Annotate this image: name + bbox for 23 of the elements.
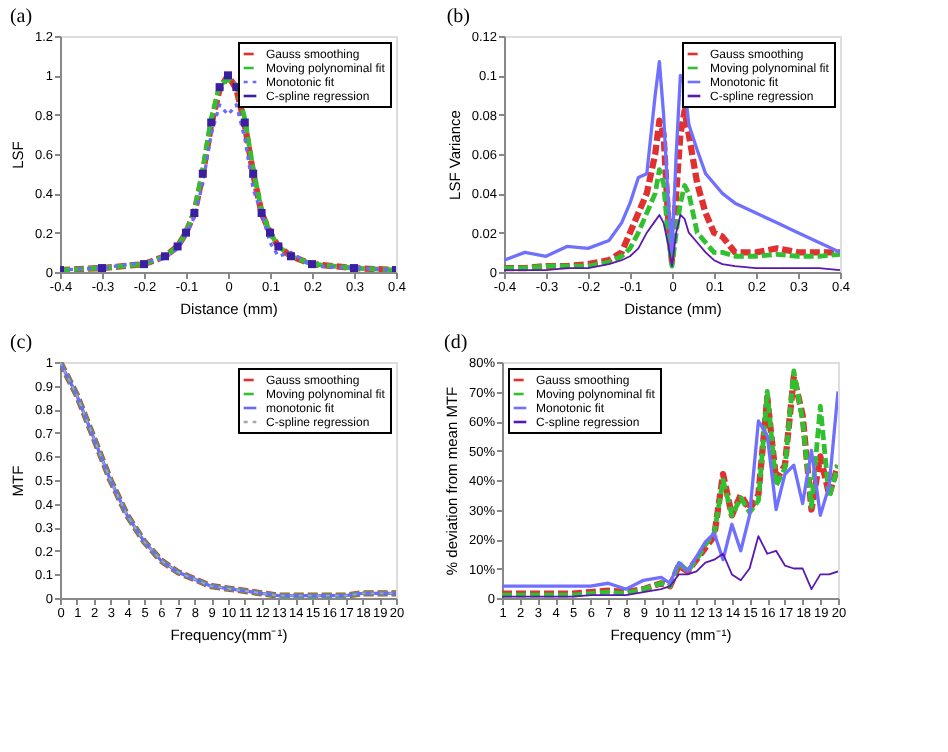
point xyxy=(173,242,182,251)
point xyxy=(140,260,148,269)
chart-title: (d) xyxy=(443,332,468,354)
chart-title: (b) xyxy=(446,6,471,28)
point xyxy=(215,83,224,92)
point xyxy=(182,228,190,237)
point xyxy=(287,252,295,261)
point xyxy=(224,71,232,80)
point xyxy=(308,260,316,269)
point xyxy=(190,209,199,217)
point xyxy=(249,169,258,178)
point xyxy=(198,169,207,178)
chart-title: (a) xyxy=(9,6,33,28)
point xyxy=(257,209,266,217)
point xyxy=(161,252,169,261)
point xyxy=(240,118,249,127)
point xyxy=(98,264,106,272)
point xyxy=(350,264,358,272)
chart-title: (c) xyxy=(9,332,33,354)
point xyxy=(207,118,216,127)
line-series xyxy=(504,59,840,262)
point xyxy=(266,228,274,237)
point xyxy=(274,242,283,251)
